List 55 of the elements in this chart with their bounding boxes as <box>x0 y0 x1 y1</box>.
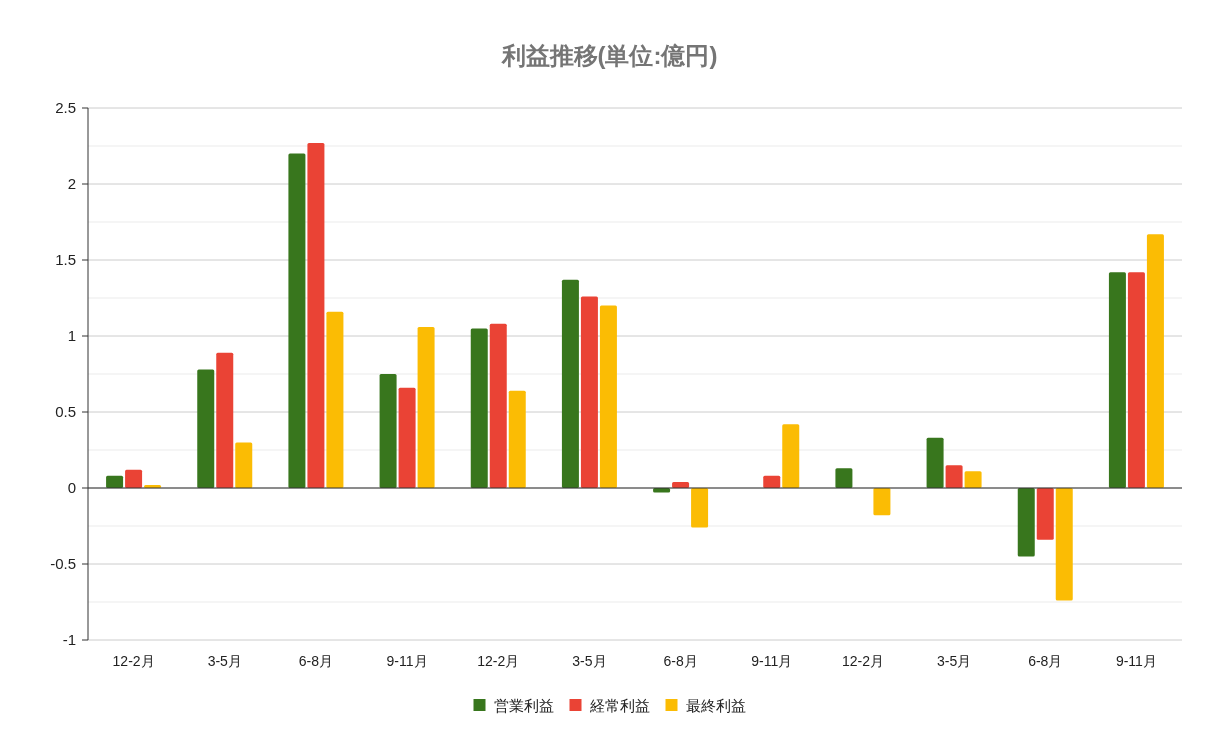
bar <box>379 374 397 488</box>
chart-title: 利益推移(単位:億円) <box>500 42 718 69</box>
x-tick-label: 12-2月 <box>841 653 884 669</box>
bar <box>125 469 143 488</box>
legend-label: 営業利益 <box>493 697 554 715</box>
bar <box>417 326 435 488</box>
x-tick-label: 12-2月 <box>477 653 520 669</box>
bar <box>945 465 963 488</box>
x-tick-label: 3-5月 <box>207 653 242 669</box>
y-tick-label: -0.5 <box>50 555 76 573</box>
y-tick-label: 0.5 <box>55 403 76 421</box>
legend-label: 経常利益 <box>588 697 650 715</box>
bar <box>106 475 124 488</box>
bar <box>782 424 800 488</box>
bar <box>288 153 306 488</box>
bar <box>763 475 781 488</box>
y-tick-label: 2.5 <box>55 99 76 117</box>
bar <box>1055 488 1073 601</box>
bar <box>398 387 416 488</box>
x-tick-label: 6-8月 <box>298 653 334 669</box>
bar <box>1146 234 1164 488</box>
x-tick-label: 3-5月 <box>936 653 972 669</box>
bar <box>216 352 234 488</box>
x-tick-label: 6-8月 <box>663 653 698 669</box>
x-tick-label: 6-8月 <box>1028 653 1063 669</box>
x-tick-label: 3-5月 <box>572 653 607 669</box>
bar <box>691 488 709 528</box>
y-tick-label: 0 <box>67 479 76 497</box>
x-tick-label: 9-11月 <box>1115 653 1157 669</box>
x-tick-label: 12-2月 <box>112 653 155 669</box>
bar <box>599 305 617 488</box>
bar <box>508 390 526 488</box>
bar <box>964 471 982 488</box>
bar <box>873 488 891 516</box>
bar <box>197 369 215 488</box>
bar <box>489 323 507 488</box>
bar <box>1108 272 1126 488</box>
y-tick-label: 1.5 <box>55 251 76 269</box>
bar <box>326 311 344 488</box>
bar <box>307 142 325 488</box>
x-tick-label: 9-11月 <box>751 653 793 669</box>
bar <box>580 296 598 488</box>
y-tick-label: 2 <box>67 175 76 193</box>
y-tick-label: 1 <box>67 327 76 345</box>
bar <box>235 442 253 488</box>
bar <box>1036 488 1054 540</box>
bar <box>470 328 488 488</box>
y-tick-label: -1 <box>62 631 76 649</box>
bar <box>561 279 579 488</box>
bar <box>926 437 944 488</box>
bar <box>835 468 853 488</box>
legend-label: 最終利益 <box>685 697 746 715</box>
bar <box>1017 488 1035 557</box>
x-tick-label: 9-11月 <box>386 653 428 669</box>
bar <box>1127 272 1145 488</box>
